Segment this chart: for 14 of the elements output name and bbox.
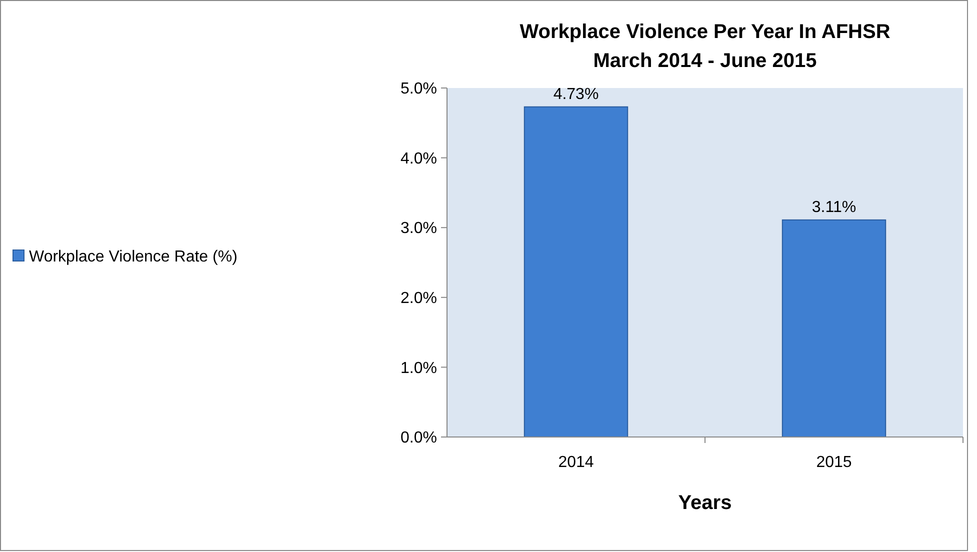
y-tick-label: 5.0%: [400, 80, 437, 98]
data-label: 4.73%: [553, 86, 599, 103]
data-label: 3.11%: [812, 198, 856, 216]
y-tick-label: 0.0%: [400, 430, 437, 447]
y-tick-label: 4.0%: [400, 150, 437, 168]
x-tick-label: 2014: [558, 454, 594, 471]
legend-label: Workplace Violence Rate (%): [29, 248, 238, 266]
y-tick-label: 3.0%: [400, 220, 437, 238]
chart-title: Workplace Violence Per Year In AFHSR: [520, 21, 891, 43]
x-tick-label: 2015: [816, 454, 852, 471]
x-axis-title: Years: [678, 492, 732, 514]
y-tick-label: 1.0%: [400, 360, 437, 377]
y-tick-label: 2.0%: [400, 290, 437, 307]
chart-subtitle: March 2014 - June 2015: [593, 50, 817, 72]
